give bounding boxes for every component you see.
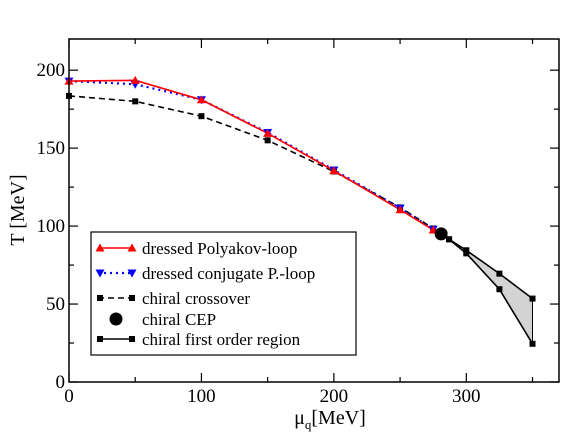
legend-marker-0 <box>127 243 137 252</box>
x-tick-label: 300 <box>452 386 481 407</box>
series-markers <box>64 75 536 347</box>
x-axis-label: μq[MeV] <box>294 407 366 432</box>
first-order-point <box>529 340 536 347</box>
x-axis-label-unit: [MeV] <box>311 407 365 429</box>
series-line-1 <box>68 79 434 231</box>
tick-labels: 0 100 200 300 0 50 100 150 200 <box>37 60 481 407</box>
first-order-region-shading <box>441 233 533 344</box>
legend-label-first-order: chiral first order region <box>142 330 301 349</box>
series-point-2 <box>132 98 139 105</box>
legend-marker-2 <box>129 295 135 301</box>
first-order-shaded-region <box>441 233 533 344</box>
legend-label-cep: chiral CEP <box>142 310 216 329</box>
first-order-point <box>463 250 470 257</box>
legend-marker-1 <box>95 269 105 278</box>
first-order-point <box>529 295 536 302</box>
legend-label-crossover: chiral crossover <box>142 289 250 308</box>
x-tick-label: 0 <box>64 386 74 407</box>
first-order-point <box>496 270 503 277</box>
legend: dressed Polyakov-loop dressed conjugate … <box>90 231 357 356</box>
legend-samples <box>95 243 137 342</box>
y-tick-label: 150 <box>37 138 66 159</box>
legend-marker-1 <box>127 269 137 278</box>
cep-point <box>434 227 448 241</box>
series-line-0 <box>68 79 434 231</box>
legend-marker-2 <box>97 295 103 301</box>
legend-marker-4 <box>129 336 135 342</box>
legend-marker-4 <box>97 336 103 342</box>
series-point-0 <box>130 75 140 84</box>
x-tick-label: 200 <box>320 386 349 407</box>
first-order-point <box>496 286 503 293</box>
x-axis-label-subscript: q <box>305 417 312 432</box>
legend-marker-cep <box>109 312 123 326</box>
series-line-2 <box>68 95 434 230</box>
plot-frame <box>68 38 560 383</box>
y-tick-label: 0 <box>56 372 66 393</box>
axis-ticks <box>68 39 559 383</box>
y-axis-label: T [MeV] <box>7 174 29 245</box>
legend-label-conjugate: dressed conjugate P.-loop <box>142 264 315 283</box>
legend-box <box>90 231 357 356</box>
legend-marker-0 <box>95 243 105 252</box>
first-order-point <box>463 247 470 254</box>
y-tick-label: 50 <box>46 294 65 315</box>
series-point-2 <box>198 113 205 120</box>
series-point-2 <box>264 137 271 144</box>
series-point-0 <box>196 95 206 104</box>
y-tick-label: 200 <box>37 60 66 81</box>
x-tick-label: 100 <box>187 386 216 407</box>
first-order-point <box>446 236 453 243</box>
x-axis-label-symbol: μ <box>294 407 305 429</box>
legend-label-polyakov: dressed Polyakov-loop <box>142 239 297 258</box>
series-point-0 <box>329 166 339 175</box>
y-tick-label: 100 <box>37 216 66 237</box>
series-point-0 <box>395 205 405 214</box>
series-point-0 <box>263 128 273 137</box>
